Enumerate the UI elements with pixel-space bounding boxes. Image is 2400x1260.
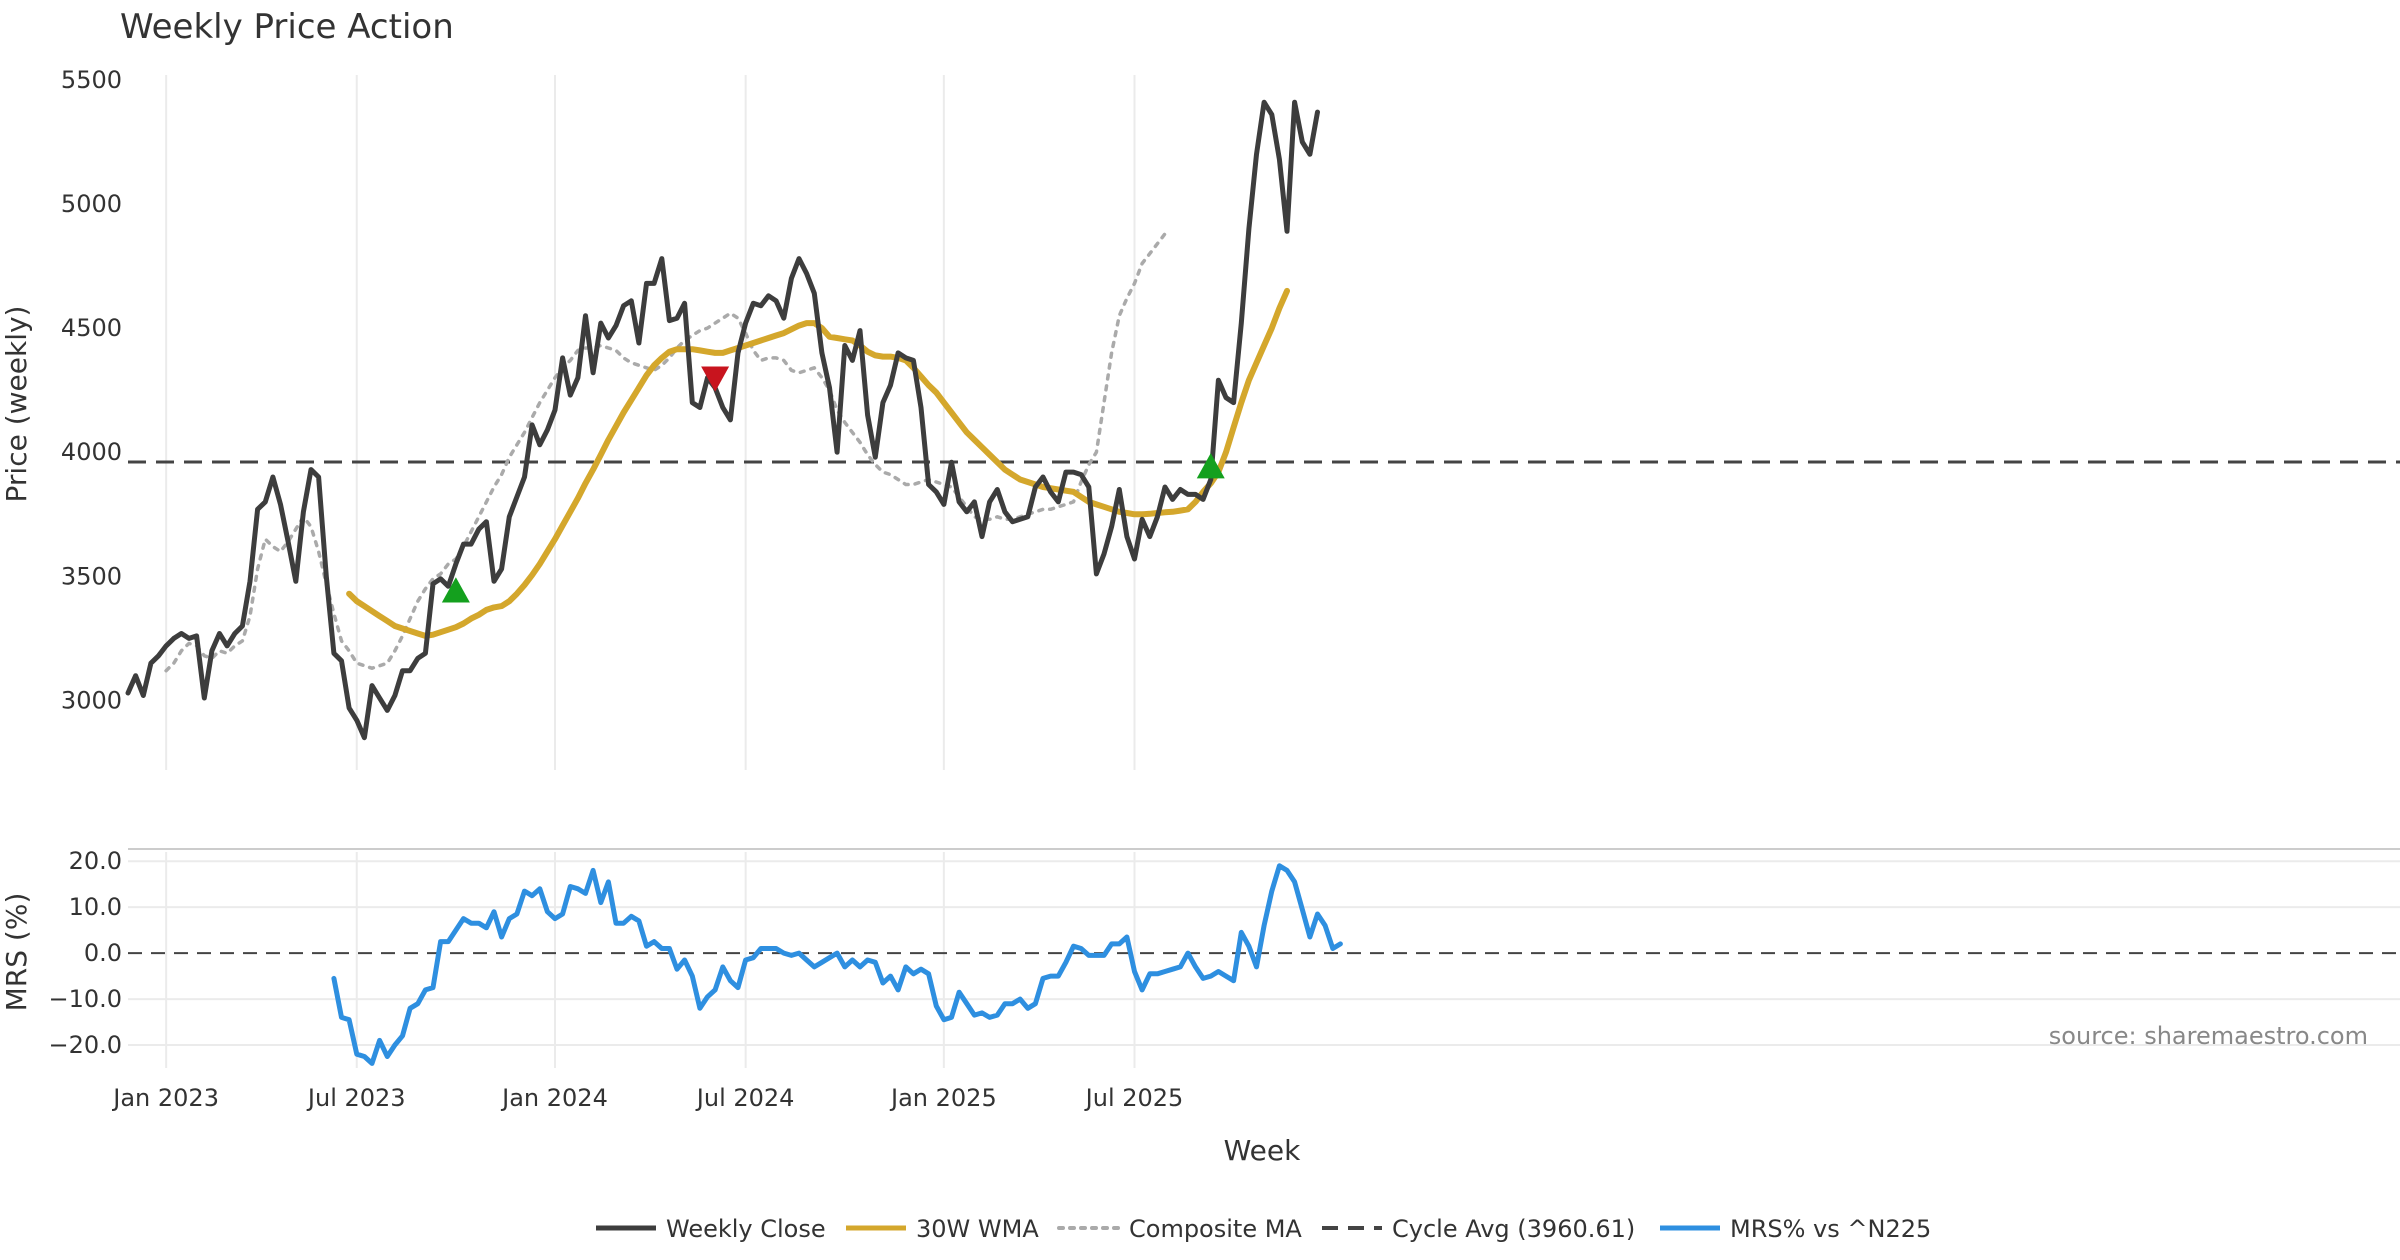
mrs-line xyxy=(331,863,1343,1066)
mrs-series-group xyxy=(331,863,1343,1066)
x-axis-label: Week xyxy=(1224,1134,1301,1167)
price-y-axis-label: Price (weekly) xyxy=(0,306,33,503)
legend-label: Weekly Close xyxy=(666,1215,826,1243)
mrs-gridlines xyxy=(128,852,2400,1068)
mrs-y-tick-labels: 20.0 10.0 0.0 −10.0 −20.0 xyxy=(48,847,122,1059)
price-y-tick-label: 4000 xyxy=(61,438,122,466)
weekly-close-line xyxy=(125,99,1320,741)
price-y-tick-label: 3500 xyxy=(61,562,122,590)
price-y-tick-label: 4500 xyxy=(61,314,122,342)
signal-markers xyxy=(441,366,1225,603)
mrs-y-tick-label: −10.0 xyxy=(48,985,122,1013)
legend-label: Cycle Avg (3960.61) xyxy=(1392,1215,1635,1243)
x-tick-label: Jan 2023 xyxy=(111,1084,219,1112)
legend: Weekly Close 30W WMA Composite MA Cycle Avg… xyxy=(596,1215,1931,1243)
price-y-tick-labels: 3000 3500 4000 4500 5000 5500 xyxy=(61,66,122,715)
legend-label: 30W WMA xyxy=(916,1215,1039,1243)
price-y-tick-label: 3000 xyxy=(61,686,122,714)
price-series-group xyxy=(125,99,1320,741)
mrs-y-tick-label: 0.0 xyxy=(84,939,122,967)
x-tick-label: Jul 2025 xyxy=(1084,1084,1184,1112)
x-tick-label: Jul 2023 xyxy=(306,1084,406,1112)
x-tick-label: Jan 2024 xyxy=(500,1084,608,1112)
mrs-y-axis-label: MRS (%) xyxy=(0,893,33,1012)
chart-title: Weekly Price Action xyxy=(120,7,454,47)
price-y-tick-label: 5000 xyxy=(61,190,122,218)
mrs-y-tick-label: 10.0 xyxy=(69,893,122,921)
legend-label: MRS% vs ^N225 xyxy=(1730,1215,1931,1243)
x-tick-label: Jan 2025 xyxy=(889,1084,997,1112)
price-gridlines xyxy=(165,75,1136,770)
buy-signal-marker xyxy=(441,577,470,603)
composite-ma-line xyxy=(164,232,1167,673)
mrs-y-tick-label: 20.0 xyxy=(69,847,122,875)
legend-label: Composite MA xyxy=(1129,1215,1302,1243)
x-tick-label: Jul 2024 xyxy=(695,1084,795,1112)
mrs-y-tick-label: −20.0 xyxy=(48,1031,122,1059)
source-annotation: source: sharemaestro.com xyxy=(2049,1022,2368,1050)
price-y-tick-label: 5500 xyxy=(61,66,122,94)
sell-signal-marker xyxy=(701,366,730,392)
buy-signal-marker xyxy=(1196,453,1225,479)
x-tick-labels: Jan 2023 Jul 2023 Jan 2024 Jul 2024 Jan 2025… xyxy=(111,1084,1183,1112)
